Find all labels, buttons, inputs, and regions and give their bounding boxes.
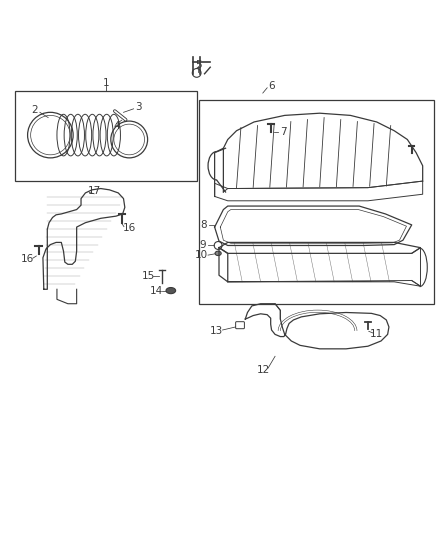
Text: 8: 8 [200, 220, 207, 230]
Text: 16: 16 [123, 223, 136, 233]
Bar [15, 91, 197, 181]
Text: 15: 15 [141, 271, 155, 281]
Ellipse shape [166, 287, 176, 294]
Text: 2: 2 [32, 104, 39, 115]
Text: 16: 16 [21, 254, 34, 264]
Text: 17: 17 [88, 186, 101, 196]
Ellipse shape [215, 251, 221, 255]
Text: 7: 7 [280, 127, 287, 136]
Text: 11: 11 [370, 329, 383, 340]
Text: 9: 9 [199, 240, 206, 249]
Text: 12: 12 [257, 365, 270, 375]
Text: 4: 4 [113, 122, 120, 131]
Text: 10: 10 [195, 250, 208, 260]
Text: 13: 13 [210, 326, 223, 336]
Text: 6: 6 [268, 81, 275, 91]
Bar [199, 100, 434, 304]
Text: 3: 3 [134, 102, 141, 112]
Text: 5: 5 [195, 60, 202, 70]
Text: 14: 14 [150, 286, 163, 296]
Text: 1: 1 [103, 78, 110, 88]
